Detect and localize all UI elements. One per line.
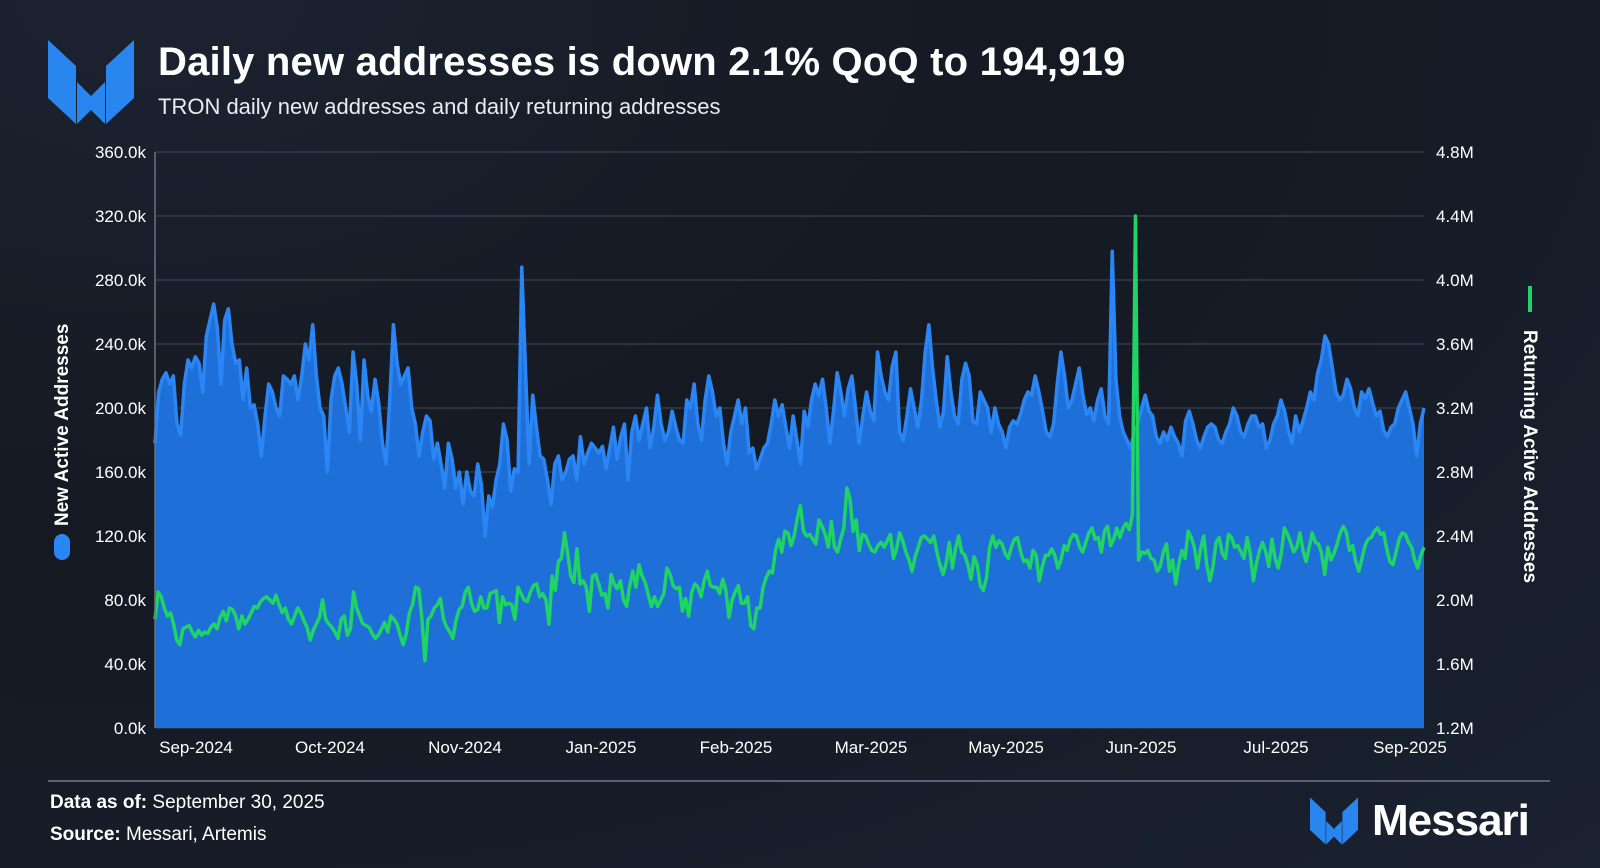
- data-as-of-value: September 30, 2025: [152, 792, 325, 813]
- x-tick-label: Nov-2024: [428, 738, 502, 757]
- series-returning-active-line: [153, 214, 1426, 663]
- y-tick-right-label: 3.2M: [1436, 399, 1474, 418]
- y-tick-left-label: 320.0k: [95, 207, 147, 226]
- y-axis-right-ticks: 1.2M 1.6M 2.0M 2.4M 2.8M 3.2M 3.6M 4.0M 4.4M 4.8M: [1436, 143, 1474, 738]
- chart-title: Daily new addresses is down 2.1% QoQ to …: [158, 40, 1126, 84]
- x-axis-ticks: Sep-2024 Oct-2024 Nov-2024 Jan-2025 Feb-2025…: [159, 738, 1447, 757]
- y-tick-left-label: 40.0k: [104, 655, 146, 674]
- source: Source: Messari, Artemis: [50, 824, 266, 846]
- y-tick-right-label: 1.6M: [1436, 655, 1474, 674]
- y-tick-right-label: 2.0M: [1436, 591, 1474, 610]
- x-tick-label: Mar-2025: [835, 738, 908, 757]
- y-tick-right-label: 2.8M: [1436, 463, 1474, 482]
- y-tick-left-label: 200.0k: [95, 399, 147, 418]
- y-tick-left-label: 120.0k: [95, 527, 147, 546]
- y-tick-right-label: 4.0M: [1436, 271, 1474, 290]
- brand-name: Messari: [1372, 796, 1530, 845]
- data-as-of-label: Data as of:: [50, 792, 148, 813]
- y-tick-left-label: 80.0k: [104, 591, 146, 610]
- brand-lockup: Messari: [1310, 796, 1530, 846]
- messari-logo-icon: [48, 40, 134, 124]
- series-new-active-area: [155, 251, 1424, 728]
- y-tick-left-label: 280.0k: [95, 271, 147, 290]
- x-tick-label: Feb-2025: [700, 738, 773, 757]
- chart-subtitle: TRON daily new addresses and daily retur…: [158, 94, 721, 119]
- y-axis-left-ticks: 0.0k 40.0k 80.0k 120.0k 160.0k 200.0k 240.0k 28…: [95, 143, 147, 738]
- y-tick-right-label: 1.2M: [1436, 719, 1474, 738]
- x-tick-label: Sep-2024: [159, 738, 233, 757]
- y-tick-left-label: 240.0k: [95, 335, 147, 354]
- y-axis-left-title: New Active Addresses: [52, 324, 73, 526]
- y-tick-left-label: 160.0k: [95, 463, 147, 482]
- legend-swatch-returning-active: [1528, 286, 1532, 312]
- x-tick-label: Jan-2025: [566, 738, 637, 757]
- x-tick-label: Sep-2025: [1373, 738, 1447, 757]
- series-new-active-line: [153, 249, 1426, 538]
- y-tick-left-label: 360.0k: [95, 143, 147, 162]
- source-value: Messari, Artemis: [126, 824, 267, 845]
- source-label: Source:: [50, 824, 121, 845]
- footer-divider: [48, 780, 1550, 782]
- x-tick-label: May-2025: [968, 738, 1044, 757]
- chart: 0.0k 40.0k 80.0k 120.0k 160.0k 200.0k 240.0k 28…: [52, 143, 1540, 757]
- y-tick-left-label: 0.0k: [114, 719, 147, 738]
- y-tick-right-label: 4.4M: [1436, 207, 1474, 226]
- y-tick-right-label: 2.4M: [1436, 527, 1474, 546]
- x-tick-label: Jun-2025: [1106, 738, 1177, 757]
- y-tick-right-label: 4.8M: [1436, 143, 1474, 162]
- messari-brand-icon: [1310, 797, 1358, 845]
- legend-swatch-new-active: [54, 534, 70, 560]
- y-axis-right-title: Returning Active Addresses: [1519, 330, 1540, 583]
- x-tick-label: Oct-2024: [295, 738, 365, 757]
- x-tick-label: Jul-2025: [1243, 738, 1308, 757]
- data-as-of: Data as of: September 30, 2025: [50, 792, 325, 814]
- y-tick-right-label: 3.6M: [1436, 335, 1474, 354]
